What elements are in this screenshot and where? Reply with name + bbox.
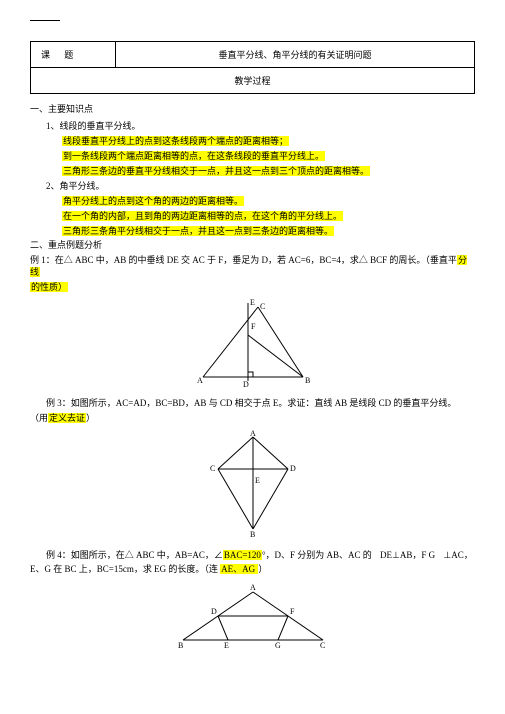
fig1-C: C — [260, 302, 265, 311]
fig1-E: E — [250, 298, 255, 307]
highlight-text: 到一条线段两个端点距离相等的点，在这条线段的垂直平分线上。 — [62, 151, 325, 161]
ex3-tail: ） — [86, 413, 95, 423]
example1-text2: 的性质） — [30, 281, 475, 294]
highlight-text: 三角形三条角平分线相交于一点，并且这一点到三条边的距离相等。 — [62, 226, 334, 236]
fig1-D: D — [243, 380, 249, 387]
fig2-B: B — [250, 530, 255, 539]
process-cell: 教学过程 — [31, 68, 475, 94]
section2-heading: 二、重点例题分析 — [30, 239, 475, 252]
ex4-tail: ） — [258, 564, 267, 574]
example3-text: 例 3：如图所示，AC=AD，BC=BD，AB 与 CD 相交于点 E。求证：直… — [46, 397, 475, 410]
fig1-F: F — [251, 322, 256, 331]
highlight-text: 在一个角的内部，且到角的两边距离相等的点，在这个角的平分线上。 — [62, 211, 343, 221]
sub1-line: 到一条线段两个端点距离相等的点，在这条线段的垂直平分线上。 — [62, 149, 475, 162]
fig2-C: C — [210, 464, 215, 473]
fig2-D: D — [290, 464, 296, 473]
figure2: A C D E B — [30, 429, 475, 541]
highlight-text: 线段垂直平分线上的点到这条线段两个端点的距离相等； — [62, 136, 289, 146]
topic-label-cell: 课 题 — [31, 42, 116, 68]
figure3: A B C D F E G — [30, 580, 475, 652]
fig2-E: E — [255, 476, 260, 485]
highlight-text: 角平分线上的点到这个角的两边的距离相等。 — [62, 196, 244, 206]
sub1-line: 三角形三条边的垂直平分线相交于一点，并且这一点到三个顶点的距离相等。 — [62, 164, 475, 177]
fig3-D: D — [211, 607, 217, 616]
example1-text: 例 1：在△ ABC 中，AB 的中垂线 DE 交 AC 于 F，垂足为 D，若… — [30, 254, 475, 279]
example3-text2: （用定义去证） — [30, 412, 475, 425]
highlight-text: 的性质） — [30, 282, 68, 292]
ex4-float2: ⊥AC， — [443, 549, 472, 562]
figure1-svg: A B C D E F — [183, 297, 323, 387]
fig1-A: A — [197, 376, 203, 385]
highlight-text: BAC=120 — [223, 550, 262, 560]
sub2-line: 三角形三条角平分线相交于一点，并且这一点到三条边的距离相等。 — [62, 224, 475, 237]
figure3-svg: A B C D F E G — [168, 580, 338, 650]
fig3-A: A — [250, 583, 256, 592]
highlight-text: 三角形三条边的垂直平分线相交于一点，并且这一点到三个顶点的距离相等。 — [62, 166, 370, 176]
highlight-text: 定义去证 — [48, 413, 86, 423]
header-table: 课 题 垂直平分线、角平分线的有关证明问题 教学过程 — [30, 41, 475, 94]
fig3-C: C — [320, 641, 325, 650]
sub1-heading: 1、线段的垂直平分线。 — [46, 119, 475, 132]
fig3-E: E — [224, 641, 229, 650]
example4-text: 例 4：如图所示，在△ ABC 中，AB=AC，∠BAC=120°，D、F 分别… — [46, 549, 475, 562]
ex3-pre: 例 3：如图所示，AC=AD，BC=BD，AB 与 CD 相交于点 E。求证：直… — [46, 398, 456, 408]
ex4-b: E、G 在 BC 上，BC=15cm，求 EG 的长度。（连 — [30, 564, 220, 574]
fig1-B: B — [305, 376, 310, 385]
fig2-A: A — [250, 429, 256, 438]
title-cell: 垂直平分线、角平分线的有关证明问题 — [116, 42, 475, 68]
fig3-F: F — [290, 607, 295, 616]
ex1-pre: 例 1：在△ ABC 中，AB 的中垂线 DE 交 AC 于 F，垂足为 D，若… — [30, 255, 457, 265]
sub2-line: 在一个角的内部，且到角的两边距离相等的点，在这个角的平分线上。 — [62, 209, 475, 222]
page: 课 题 垂直平分线、角平分线的有关证明问题 教学过程 一、主要知识点 1、线段的… — [0, 0, 505, 714]
sub2-line: 角平分线上的点到这个角的两边的距离相等。 — [62, 194, 475, 207]
header-underline — [30, 20, 60, 21]
figure1: A B C D E F — [30, 297, 475, 389]
ex4-a: 例 4：如图所示，在△ ABC 中，AB=AC，∠ — [46, 550, 223, 560]
fig3-B: B — [178, 641, 183, 650]
sub1-line: 线段垂直平分线上的点到这条线段两个端点的距离相等； — [62, 134, 475, 147]
ex4-float: DE⊥AB，F G — [380, 549, 435, 562]
ex4-mid: °，D、F 分别为 AB、AC 的 — [262, 550, 372, 560]
section1-heading: 一、主要知识点 — [30, 102, 475, 115]
figure2-svg: A C D E B — [198, 429, 308, 539]
ex3-post: （用 — [30, 413, 48, 423]
fig3-G: G — [275, 641, 281, 650]
sub2-heading: 2、角平分线。 — [46, 179, 475, 192]
example4-text2: E、G 在 BC 上，BC=15cm，求 EG 的长度。（连 AE、AG ） — [30, 563, 475, 576]
highlight-text: AE、AG — [220, 564, 258, 574]
